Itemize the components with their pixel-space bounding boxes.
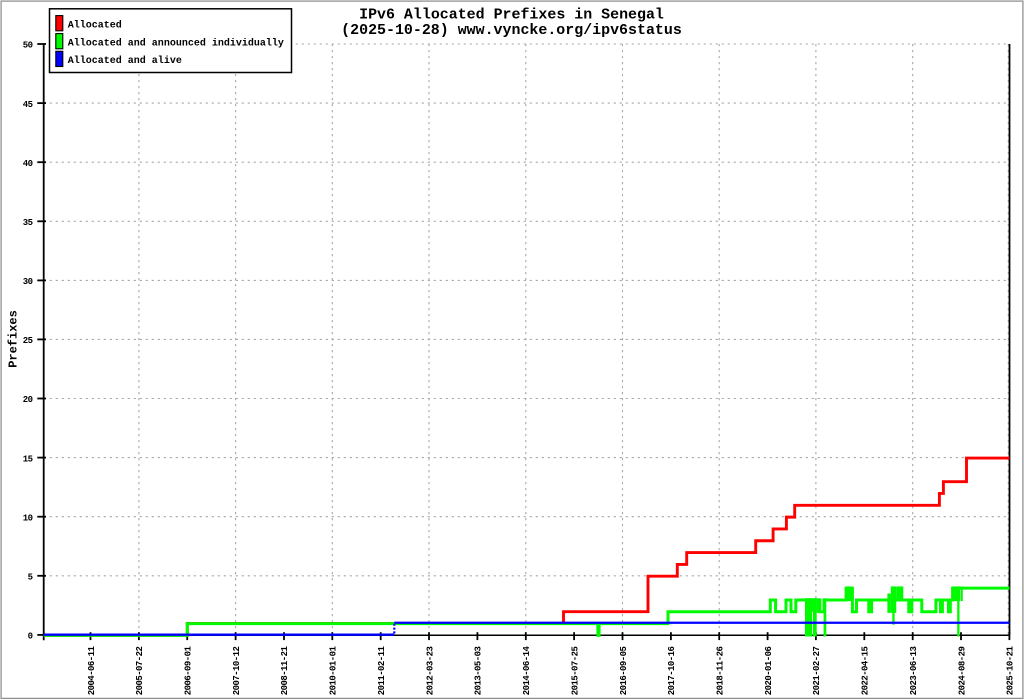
svg-text:2004-06-11: 2004-06-11 [87,646,97,696]
svg-text:(2025-10-28) www.vyncke.org/ip: (2025-10-28) www.vyncke.org/ipv6status [341,23,682,39]
svg-text:10: 10 [23,513,33,523]
svg-text:2005-07-22: 2005-07-22 [135,647,145,696]
svg-text:2016-09-05: 2016-09-05 [619,647,629,696]
svg-text:2014-06-14: 2014-06-14 [522,646,532,696]
svg-text:2024-08-29: 2024-08-29 [957,647,967,696]
svg-text:Allocated and alive: Allocated and alive [68,55,182,67]
svg-text:40: 40 [23,159,33,169]
svg-text:2013-05-03: 2013-05-03 [474,647,484,696]
svg-text:Allocated: Allocated [68,19,122,31]
svg-text:IPv6 Allocated Prefixes in Sen: IPv6 Allocated Prefixes in Senegal [359,8,664,24]
svg-text:2018-11-26: 2018-11-26 [716,647,726,696]
svg-text:25: 25 [23,336,33,346]
svg-text:2011-02-11: 2011-02-11 [377,646,387,696]
svg-text:0: 0 [28,632,33,642]
svg-text:2017-10-16: 2017-10-16 [667,647,677,696]
svg-text:15: 15 [23,454,33,464]
svg-text:2025-10-21: 2025-10-21 [1006,646,1016,696]
svg-text:5: 5 [28,573,33,583]
svg-text:2020-01-06: 2020-01-06 [764,647,774,696]
svg-text:2012-03-23: 2012-03-23 [425,647,435,696]
svg-text:20: 20 [23,395,33,405]
svg-text:Allocated and announced indivi: Allocated and announced individually [68,37,284,49]
svg-text:45: 45 [23,100,33,110]
svg-text:2007-10-12: 2007-10-12 [232,647,242,696]
svg-text:2021-02-27: 2021-02-27 [812,647,822,696]
svg-text:50: 50 [23,41,33,51]
svg-text:30: 30 [23,277,33,287]
svg-text:2023-06-13: 2023-06-13 [909,647,919,696]
svg-text:2008-11-21: 2008-11-21 [280,646,290,696]
svg-text:2022-04-15: 2022-04-15 [861,647,871,696]
svg-text:2006-09-01: 2006-09-01 [184,646,194,696]
svg-text:2015-07-25: 2015-07-25 [570,647,580,696]
svg-text:2010-01-01: 2010-01-01 [329,646,339,696]
svg-text:35: 35 [23,218,33,228]
svg-text:Prefixes: Prefixes [7,310,21,368]
